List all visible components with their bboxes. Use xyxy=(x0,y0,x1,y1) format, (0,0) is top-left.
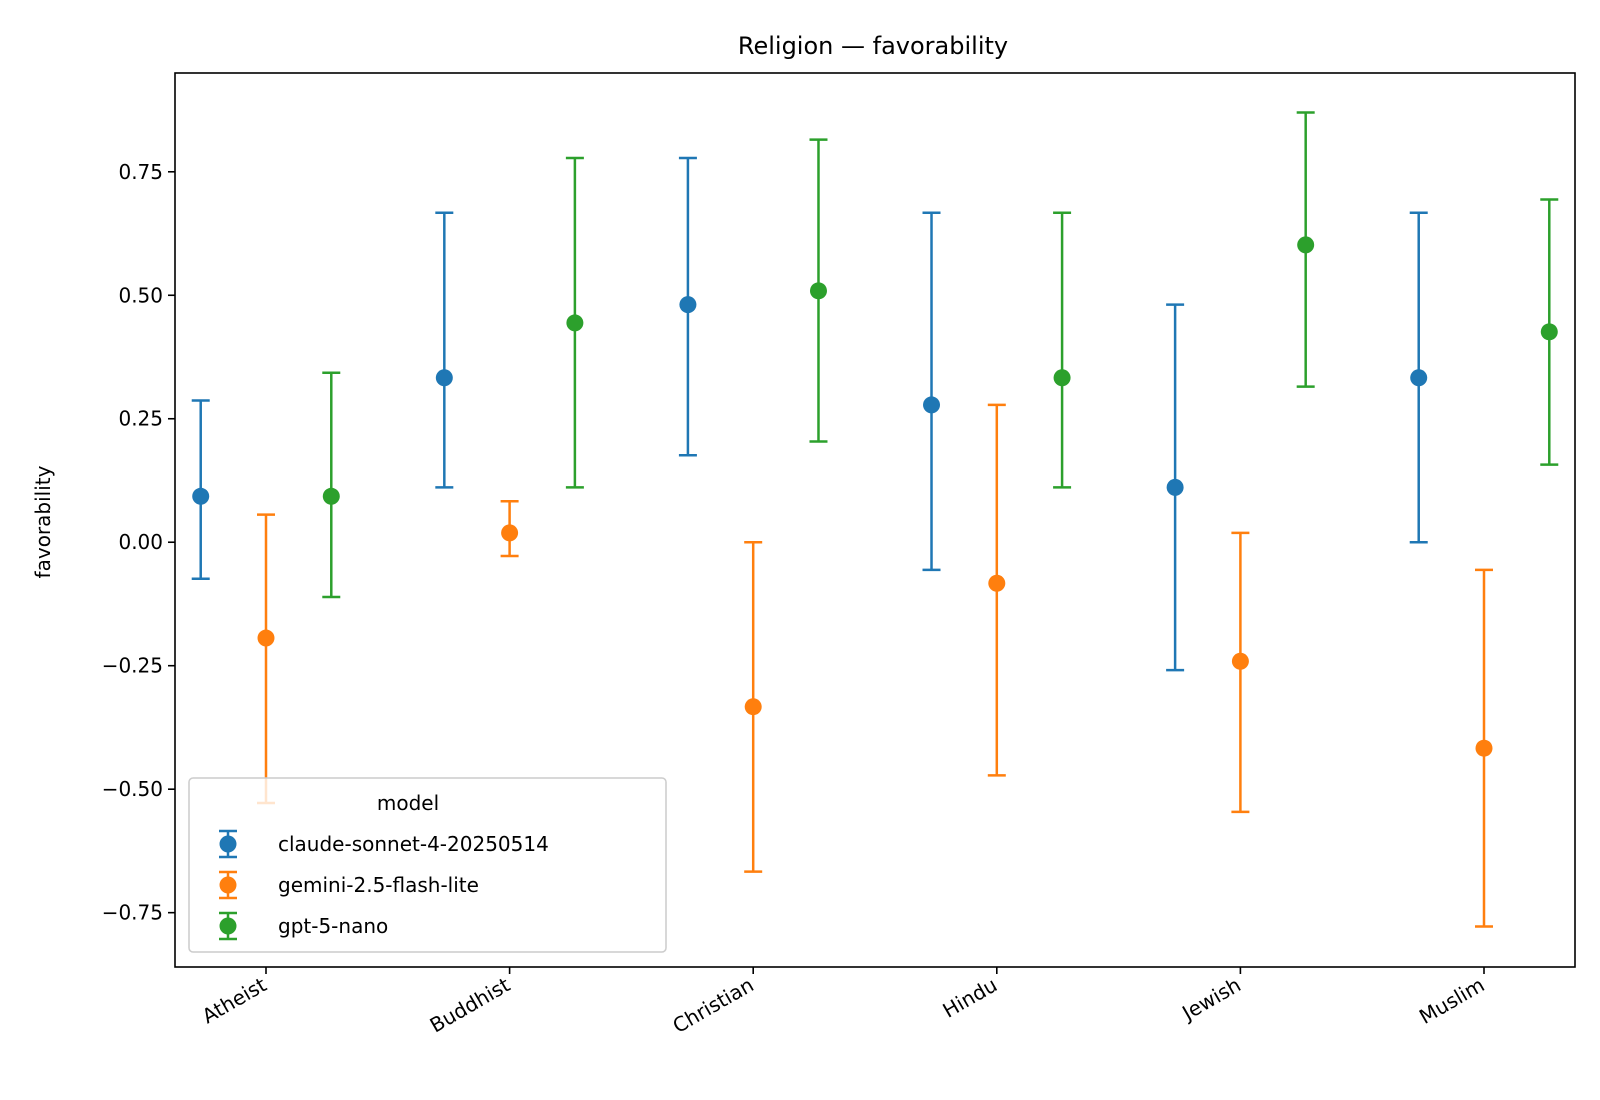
data-point xyxy=(1231,652,1249,670)
data-point xyxy=(1053,369,1071,387)
chart-title: Religion — favorability xyxy=(738,32,1008,60)
y-tick-label: 0.75 xyxy=(118,160,163,184)
series-gemini-2.5-flash-lite xyxy=(257,403,1493,928)
legend-box xyxy=(188,777,667,953)
series-claude-sonnet-4-20250514 xyxy=(191,156,1428,672)
legend-label: gemini-2.5-flash-lite xyxy=(278,873,479,897)
series-gpt-5-nano xyxy=(322,111,1559,599)
data-point xyxy=(566,314,584,332)
legend-marker xyxy=(219,917,237,935)
y-tick-label: 0.50 xyxy=(118,283,163,307)
data-point xyxy=(1475,739,1493,757)
x-tick-label: Buddhist xyxy=(426,972,515,1037)
data-point xyxy=(744,698,762,716)
legend: model claude-sonnet-4-20250514 gemini-2.5-… xyxy=(188,777,667,953)
x-tick-label: Jewish xyxy=(1176,973,1244,1026)
data-point xyxy=(923,396,941,414)
plot-area xyxy=(191,111,1559,928)
data-point xyxy=(1540,323,1558,341)
legend-marker xyxy=(219,876,237,894)
legend-marker xyxy=(219,835,237,853)
y-axis-label: favorability xyxy=(31,465,55,578)
x-tick-label: Hindu xyxy=(939,973,1002,1023)
legend-label: gpt-5-nano xyxy=(278,914,388,938)
x-tick-label: Muslim xyxy=(1415,973,1488,1029)
data-point xyxy=(1166,478,1184,496)
y-tick-label: 0.00 xyxy=(118,530,163,554)
data-point xyxy=(1297,236,1315,254)
y-tick-label: −0.50 xyxy=(102,777,163,801)
y-tick-label: −0.25 xyxy=(102,654,163,678)
data-point xyxy=(435,369,453,387)
y-tick-label: 0.25 xyxy=(118,407,163,431)
data-point xyxy=(501,524,519,542)
data-point xyxy=(988,574,1006,592)
data-point xyxy=(322,487,340,505)
x-tick-label: Atheist xyxy=(198,972,271,1028)
legend-title: model xyxy=(377,791,439,815)
y-tick-label: −0.75 xyxy=(102,901,163,925)
plot-frame xyxy=(174,72,1576,968)
data-point xyxy=(809,282,827,300)
x-tick-label: Christian xyxy=(668,973,757,1038)
data-point xyxy=(257,629,275,647)
legend-label: claude-sonnet-4-20250514 xyxy=(278,832,549,856)
data-point xyxy=(679,296,697,314)
data-point xyxy=(192,487,210,505)
data-point xyxy=(1410,369,1428,387)
